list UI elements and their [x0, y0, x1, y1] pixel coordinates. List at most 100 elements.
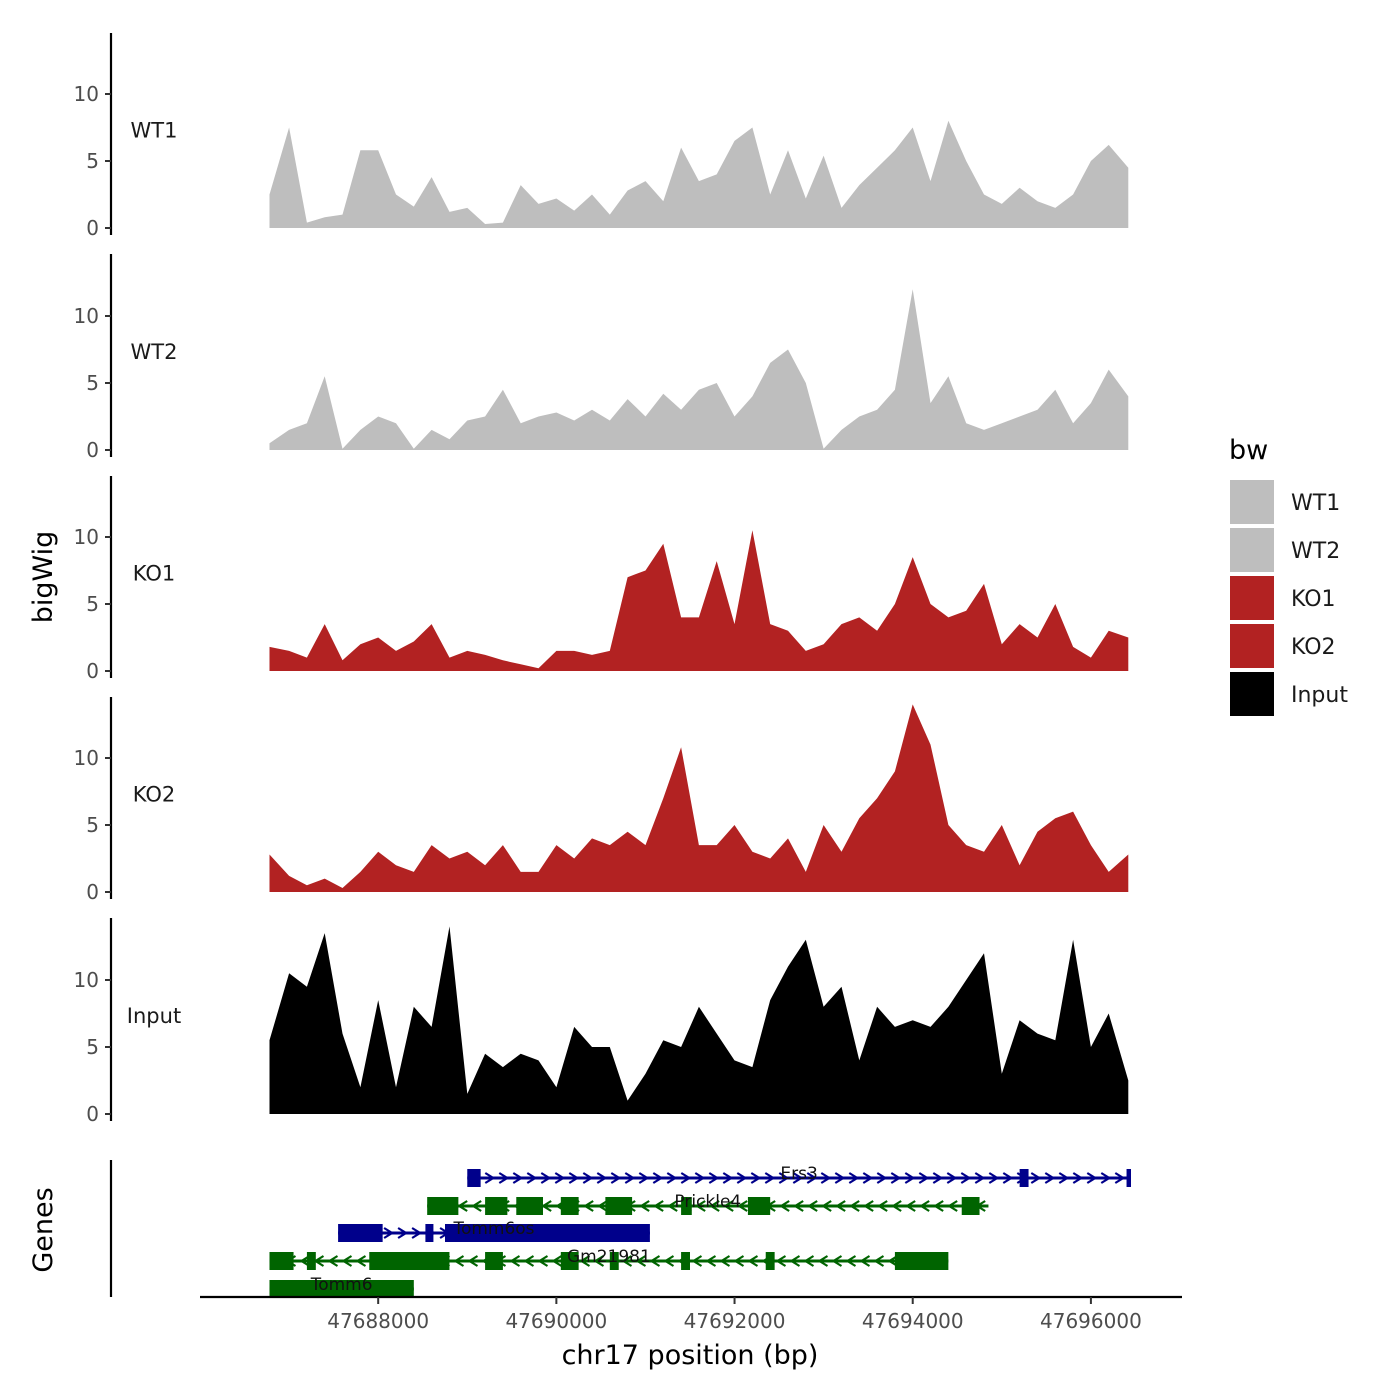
strand-arrow — [905, 1200, 916, 1212]
strand-arrow — [1086, 1172, 1098, 1184]
legend-entry: Input — [1230, 672, 1348, 716]
strand-arrow — [736, 1172, 748, 1184]
y-tick-label: 0 — [86, 659, 99, 683]
exon — [609, 1252, 619, 1270]
exon — [681, 1197, 692, 1215]
strand-arrow — [1114, 1172, 1126, 1184]
legend-key — [1230, 672, 1274, 716]
strand-arrow — [568, 1172, 580, 1184]
strand-arrow — [890, 1172, 902, 1184]
strand-arrow — [891, 1200, 902, 1212]
strand-arrow — [498, 1172, 510, 1184]
strand-arrow — [411, 1227, 423, 1239]
track-label: KO1 — [133, 562, 176, 586]
track-wt1: 0 5 10 WT1 — [74, 33, 1129, 240]
x-axis: 47688000 47690000 47692000 47694000 47696000 — [200, 1295, 1182, 1333]
legend: bw WT1 WT2 KO1 KO2 Input — [1229, 435, 1348, 716]
strand-arrow — [596, 1172, 608, 1184]
strand-arrow — [680, 1172, 692, 1184]
strand-arrow — [695, 1200, 706, 1212]
strand-arrow — [691, 1255, 703, 1267]
strand-arrow — [638, 1172, 650, 1184]
gene-label: Tomm6os — [452, 1219, 534, 1239]
exon — [961, 1197, 980, 1215]
strand-arrow — [653, 1200, 664, 1212]
strand-arrow — [1058, 1172, 1070, 1184]
exon — [747, 1197, 771, 1215]
strand-arrow — [663, 1255, 675, 1267]
gene-prickle4: Prickle4 — [427, 1192, 989, 1215]
strand-arrow — [946, 1172, 958, 1184]
legend-key — [1230, 576, 1274, 620]
strand-arrow — [820, 1172, 832, 1184]
strand-arrow — [750, 1172, 762, 1184]
y-tick-label: 0 — [86, 1102, 99, 1126]
strand-arrow — [723, 1200, 734, 1212]
legend-entry: WT1 — [1230, 480, 1340, 524]
legend-label: KO2 — [1291, 635, 1336, 660]
exon — [269, 1252, 294, 1270]
track-label: KO2 — [133, 783, 176, 807]
exon — [425, 1224, 434, 1242]
gene-label: Ers3 — [780, 1164, 817, 1184]
exon — [1019, 1169, 1029, 1187]
track-label: WT1 — [131, 119, 178, 143]
y-tick-label: 5 — [86, 813, 99, 837]
strand-arrow — [649, 1255, 661, 1267]
strand-arrow — [849, 1200, 860, 1212]
y-tick-label: 0 — [86, 438, 99, 462]
strand-arrow — [1100, 1172, 1112, 1184]
strand-arrow — [719, 1255, 731, 1267]
strand-arrow — [733, 1255, 745, 1267]
gene-tomm6: Tomm6 — [269, 1275, 414, 1298]
x-tick-label: 47694000 — [862, 1309, 964, 1333]
strand-arrow — [397, 1227, 409, 1239]
legend-label: WT1 — [1291, 491, 1340, 516]
strand-arrow — [807, 1200, 818, 1212]
strand-arrow — [1044, 1172, 1056, 1184]
strand-arrow — [708, 1172, 720, 1184]
strand-arrow — [806, 1172, 818, 1184]
gene-track: Ers3 Prickle4 Tomm6os Gm21981 Tomm6 — [109, 1160, 1131, 1298]
legend-label: Input — [1291, 683, 1348, 708]
exon — [485, 1252, 503, 1270]
exon — [681, 1252, 690, 1270]
strand-arrow — [803, 1255, 815, 1267]
exon — [605, 1197, 633, 1215]
strand-arrow — [722, 1172, 734, 1184]
strand-arrow — [540, 1172, 552, 1184]
y-tick-label: 10 — [74, 968, 99, 992]
strand-arrow — [635, 1255, 647, 1267]
gene-tomm6os: Tomm6os — [338, 1219, 650, 1242]
exon — [894, 1252, 949, 1270]
strand-arrow — [775, 1255, 787, 1267]
strand-arrow — [554, 1172, 566, 1184]
strand-arrow — [835, 1200, 846, 1212]
strand-arrow — [821, 1200, 832, 1212]
y-tick-label: 5 — [86, 1035, 99, 1059]
track-ko1: 0 5 10 KO1 — [74, 476, 1129, 683]
strand-arrow — [793, 1200, 804, 1212]
strand-arrow — [666, 1172, 678, 1184]
gene-label: Gm21981 — [567, 1247, 651, 1267]
y-axis-title: bigWig — [28, 531, 59, 624]
strand-arrow — [484, 1172, 496, 1184]
track-wt2: 0 5 10 WT2 — [74, 254, 1129, 462]
strand-arrow — [327, 1255, 339, 1267]
area-ko2 — [269, 704, 1129, 892]
strand-arrow — [526, 1172, 538, 1184]
strand-arrow — [792, 1172, 804, 1184]
strand-arrow — [960, 1172, 972, 1184]
strand-arrow — [621, 1255, 633, 1267]
y-tick-label: 10 — [74, 746, 99, 770]
strand-arrow — [817, 1255, 829, 1267]
strand-arrow — [1030, 1172, 1042, 1184]
gene-label: Tomm6 — [310, 1275, 373, 1295]
legend-entry: KO1 — [1230, 576, 1336, 620]
x-axis-title: chr17 position (bp) — [562, 1340, 819, 1371]
strand-arrow — [652, 1172, 664, 1184]
strand-arrow — [457, 1200, 468, 1212]
strand-arrow — [747, 1255, 759, 1267]
exon — [306, 1252, 316, 1270]
